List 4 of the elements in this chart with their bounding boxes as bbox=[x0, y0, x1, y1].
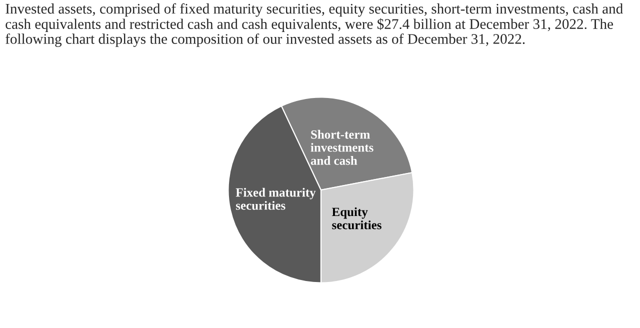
slice-label: Equity securities bbox=[332, 207, 382, 230]
chart-title: Invested assets, comprised of fixed maturity securities, equity securities, short-term investments, cash and cash equivalents and restricted cash and cash equivalents, were $27.4 billion at December 31, 2022. The following chart displays the composition of our invested assets as of December 31, 2022. bbox=[6, 3, 623, 47]
slice-label: Short-term investments and cash bbox=[310, 130, 374, 165]
slice-label: Fixed maturity securities bbox=[236, 188, 316, 210]
